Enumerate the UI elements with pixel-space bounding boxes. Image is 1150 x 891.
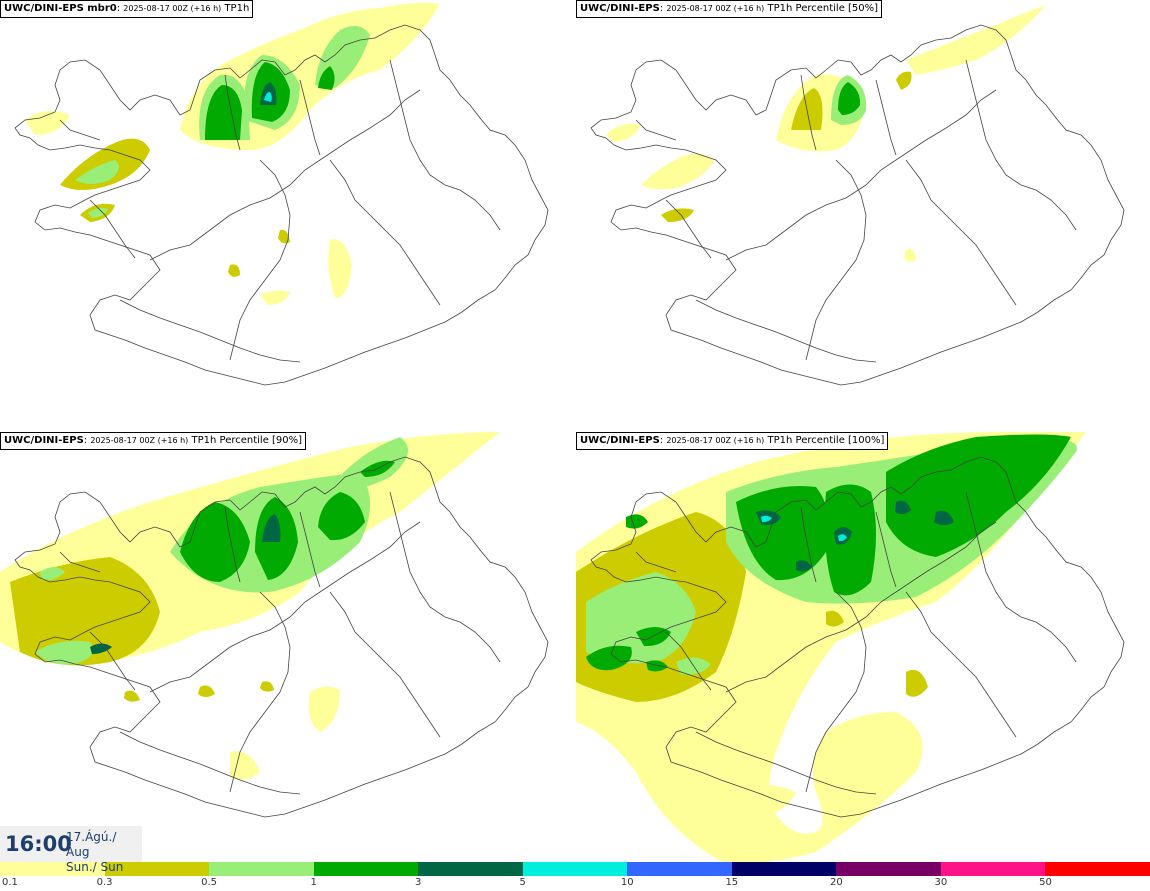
legend-tick-label: 20 — [829, 877, 843, 888]
map-canvas — [576, 432, 1125, 864]
legend-tick-label: 3 — [414, 877, 422, 888]
model-name: UWC/DINI-EPS — [580, 435, 660, 446]
legend-color-cell — [0, 862, 105, 876]
legend-tick-label: 0.3 — [96, 877, 113, 888]
precip-field — [0, 432, 500, 780]
panel-percentile-50: UWC/DINI-EPS: 2025-08-17 00Z (+16 h) TP1… — [576, 0, 1150, 432]
legend-tick-label: 5 — [519, 877, 526, 888]
legend-tick-label: 30 — [934, 877, 948, 888]
precip-field — [25, 2, 440, 305]
field-name: TP1h — [224, 3, 250, 14]
valid-date: 17.Ágú./ Aug Sun./ Sun — [66, 830, 142, 875]
legend-color-cell — [313, 862, 419, 876]
valid-date-line1: 17.Ágú./ Aug — [66, 830, 117, 859]
model-name: UWC/DINI-EPS mbr0 — [4, 3, 117, 14]
model-name: UWC/DINI-EPS — [4, 435, 84, 446]
field-name: TP1h Percentile [90%] — [191, 435, 303, 446]
valid-time-box: 16:00 17.Ágú./ Aug Sun./ Sun — [0, 826, 142, 874]
legend-color-cell — [1045, 862, 1150, 876]
legend-color-cell — [836, 862, 941, 876]
legend-tick-label: 50 — [1039, 877, 1052, 888]
panel-title: UWC/DINI-EPS mbr0: 2025-08-17 00Z (+16 h… — [0, 0, 254, 18]
legend-color-cell — [627, 862, 732, 876]
precip-field — [576, 432, 1086, 864]
run-time: 2025-08-17 00Z (+16 h) — [666, 436, 765, 445]
legend-color-cell — [940, 862, 1046, 876]
panel-percentile-100: UWC/DINI-EPS: 2025-08-17 00Z (+16 h) TP1… — [576, 432, 1150, 864]
panel-title: UWC/DINI-EPS: 2025-08-17 00Z (+16 h) TP1… — [576, 432, 889, 450]
legend-tick-label: 0.5 — [201, 877, 218, 888]
legend-ticks: 0.1 0.3 0.5 1 3 5 10 15 20 30 50 — [0, 876, 1150, 891]
legend-color-cell — [104, 862, 210, 876]
panel-percentile-90: UWC/DINI-EPS: 2025-08-17 00Z (+16 h) TP1… — [0, 432, 574, 864]
map-canvas — [0, 432, 549, 818]
legend-color-cell — [418, 862, 523, 876]
run-time: 2025-08-17 00Z (+16 h) — [123, 4, 222, 13]
legend-tick-label: 15 — [725, 877, 739, 888]
legend-tick-label: 0.1 — [2, 877, 18, 888]
panel-title: UWC/DINI-EPS: 2025-08-17 00Z (+16 h) TP1… — [576, 0, 883, 18]
panel-member0: UWC/DINI-EPS mbr0: 2025-08-17 00Z (+16 h… — [0, 0, 574, 432]
map-canvas — [590, 5, 1125, 386]
panel-title: UWC/DINI-EPS: 2025-08-17 00Z (+16 h) TP1… — [0, 432, 307, 450]
run-time: 2025-08-17 00Z (+16 h) — [666, 4, 765, 13]
color-legend — [0, 862, 1150, 876]
field-name: TP1h Percentile [50%] — [767, 3, 879, 14]
field-name: TP1h Percentile [100%] — [767, 435, 885, 446]
model-name: UWC/DINI-EPS — [580, 3, 660, 14]
legend-tick-label: 10 — [620, 877, 634, 888]
map-canvas — [14, 2, 549, 386]
run-time: 2025-08-17 00Z (+16 h) — [90, 436, 189, 445]
legend-tick-label: 1 — [310, 877, 317, 888]
legend-color-cell — [522, 862, 628, 876]
valid-date-line2: Sun./ Sun — [66, 860, 124, 874]
coastline-and-roads — [590, 24, 1125, 386]
precip-field — [606, 5, 1046, 263]
legend-color-cell — [209, 862, 314, 876]
valid-hour: 16:00 — [5, 832, 72, 856]
legend-color-cell — [731, 862, 837, 876]
